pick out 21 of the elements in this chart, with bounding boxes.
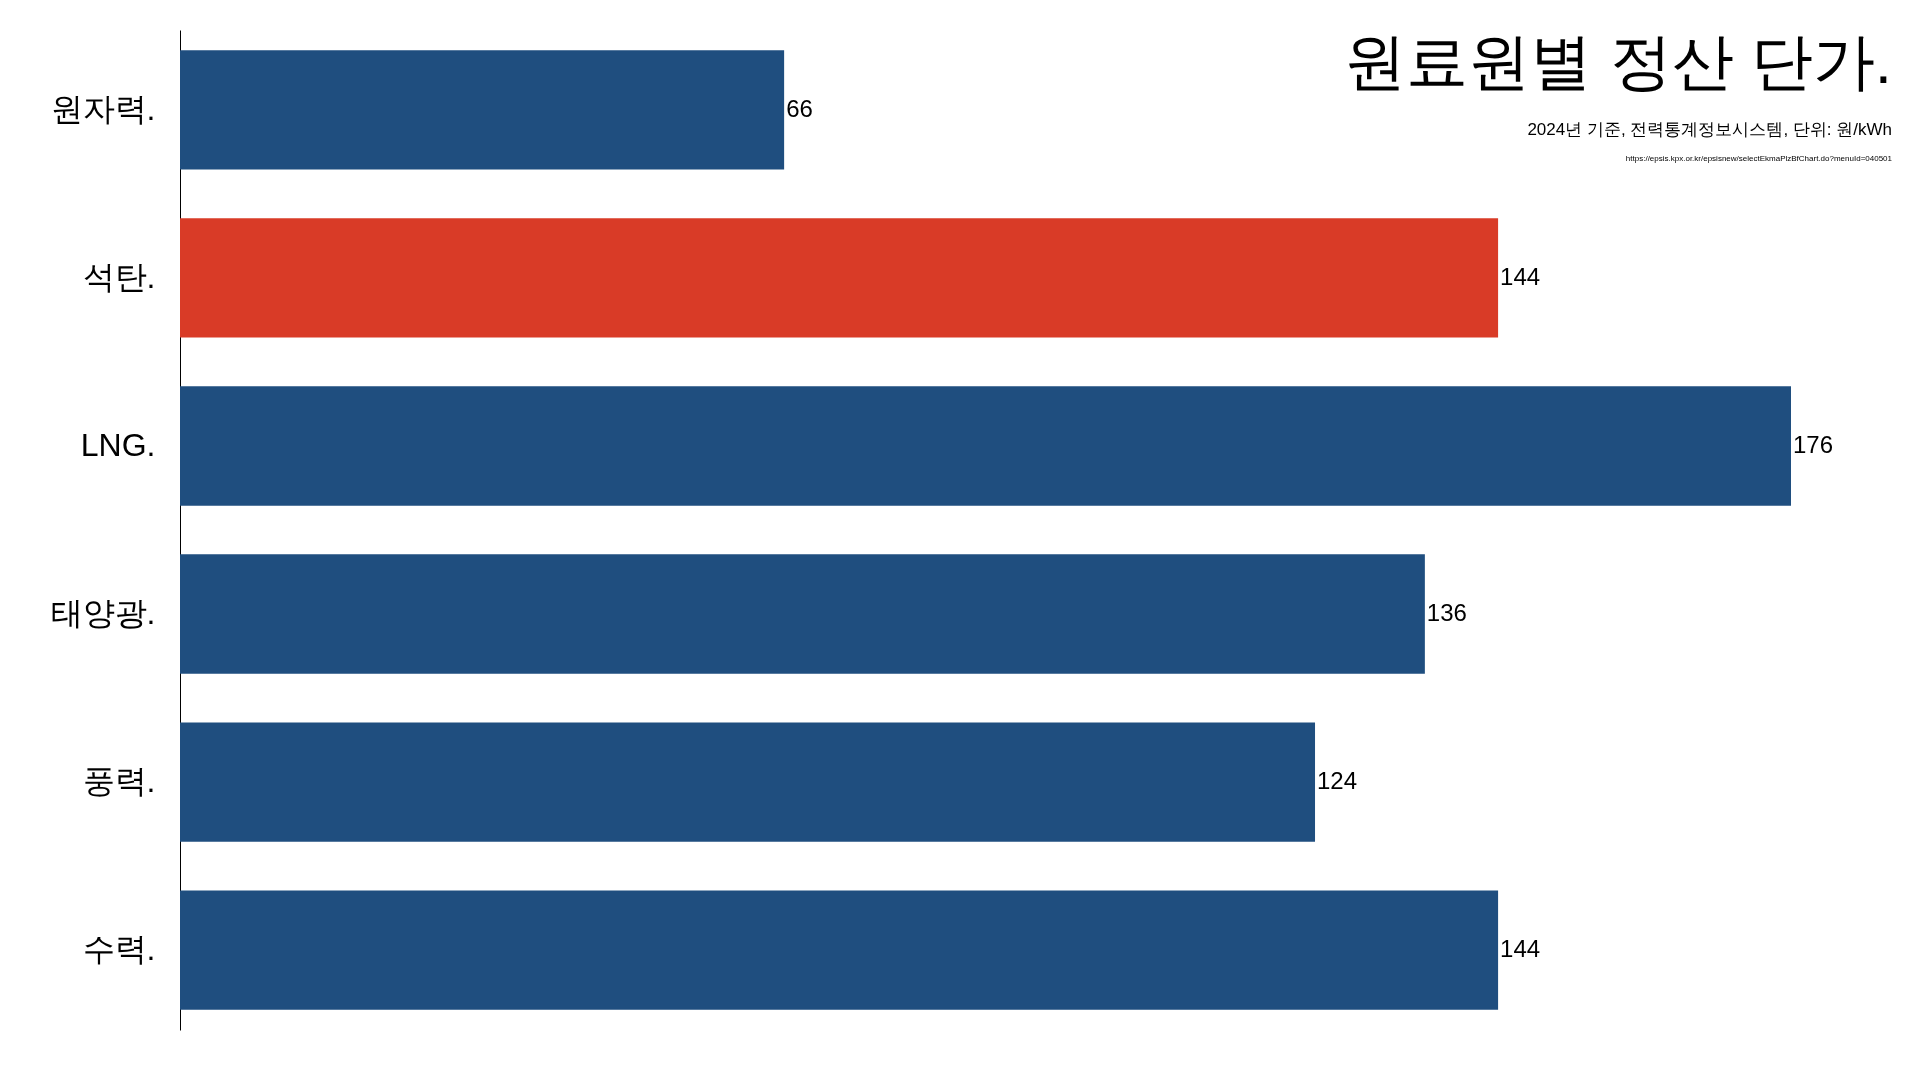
bar [180, 386, 1791, 506]
data-label: 144 [1500, 262, 1541, 290]
data-label: 144 [1500, 935, 1541, 963]
chart-title: 원료원별 정산 단가. [1344, 27, 1892, 96]
y-tick-label: 수력. [82, 931, 156, 968]
bar [180, 890, 1499, 1010]
y-tick-label: 석탄. [82, 258, 156, 295]
y-tick-label: 풍력. [82, 763, 156, 800]
y-tick-label: LNG. [80, 426, 156, 463]
data-label: 66 [786, 94, 813, 122]
data-label: 136 [1426, 599, 1467, 627]
data-label: 176 [1793, 430, 1834, 458]
bar [180, 554, 1425, 674]
text: 2024년 기준, 전력통계정보시스템, 단위: 원/kWh [1527, 120, 1892, 139]
bar [180, 50, 785, 170]
bar [180, 218, 1499, 338]
y-tick-label: 원자력. [50, 90, 156, 127]
data-label: 124 [1317, 767, 1358, 795]
bar [180, 722, 1316, 842]
annotation: https://epsis.kpx.or.kr/epsisnew/selectEkmaPlzBfChart.do?menuId=040501 [1625, 154, 1893, 163]
y-tick-label: 태양광. [50, 595, 156, 632]
